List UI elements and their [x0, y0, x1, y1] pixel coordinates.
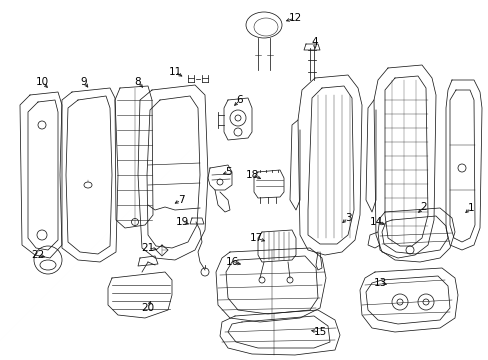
Text: 21: 21: [141, 243, 154, 253]
Text: 20: 20: [141, 303, 154, 313]
Text: 8: 8: [134, 77, 141, 87]
Text: 10: 10: [35, 77, 48, 87]
Text: 13: 13: [373, 278, 386, 288]
Text: 15: 15: [313, 327, 326, 337]
Text: 11: 11: [168, 67, 181, 77]
Text: 16: 16: [225, 257, 238, 267]
Text: 19: 19: [175, 217, 188, 227]
Text: 1: 1: [467, 203, 473, 213]
Text: 5: 5: [225, 167, 232, 177]
Text: 14: 14: [368, 217, 382, 227]
Text: 3: 3: [344, 213, 350, 223]
Text: 22: 22: [31, 250, 44, 260]
Text: 7: 7: [177, 195, 184, 205]
Text: 9: 9: [81, 77, 87, 87]
Text: 12: 12: [288, 13, 301, 23]
Text: 4: 4: [311, 37, 318, 47]
Text: 2: 2: [420, 202, 427, 212]
Text: 18: 18: [245, 170, 258, 180]
Text: 6: 6: [236, 95, 243, 105]
Text: 17: 17: [249, 233, 262, 243]
